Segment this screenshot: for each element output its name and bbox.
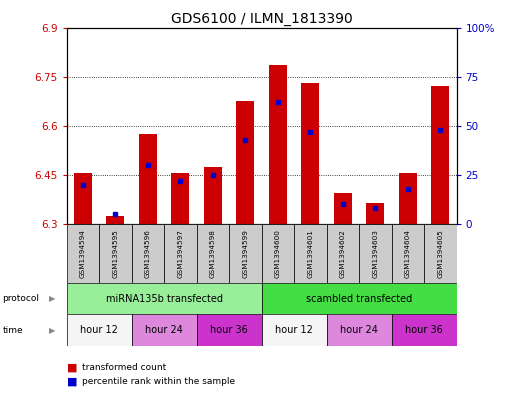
Text: GSM1394605: GSM1394605 [437, 229, 443, 278]
Text: GSM1394599: GSM1394599 [242, 229, 248, 278]
Bar [334, 193, 352, 224]
Text: hour 24: hour 24 [145, 325, 183, 335]
Text: GSM1394603: GSM1394603 [372, 229, 379, 278]
Bar [431, 86, 449, 224]
FancyBboxPatch shape [196, 314, 262, 346]
Text: GSM1394602: GSM1394602 [340, 229, 346, 278]
FancyBboxPatch shape [132, 314, 196, 346]
FancyBboxPatch shape [327, 224, 359, 283]
Text: hour 24: hour 24 [340, 325, 378, 335]
Text: GSM1394601: GSM1394601 [307, 229, 313, 278]
Text: GSM1394600: GSM1394600 [275, 229, 281, 278]
Text: miRNA135b transfected: miRNA135b transfected [106, 294, 223, 304]
FancyBboxPatch shape [67, 283, 262, 314]
Bar [171, 173, 189, 224]
FancyBboxPatch shape [229, 224, 262, 283]
Bar [399, 173, 417, 224]
Text: ▶: ▶ [49, 326, 55, 334]
FancyBboxPatch shape [327, 314, 391, 346]
FancyBboxPatch shape [262, 314, 327, 346]
Text: ■: ■ [67, 376, 77, 386]
Text: GSM1394594: GSM1394594 [80, 229, 86, 278]
Text: hour 36: hour 36 [405, 325, 443, 335]
Bar [139, 134, 157, 224]
Bar [204, 167, 222, 224]
FancyBboxPatch shape [391, 224, 424, 283]
FancyBboxPatch shape [67, 314, 132, 346]
Bar [302, 83, 319, 224]
Text: percentile rank within the sample: percentile rank within the sample [82, 377, 235, 386]
Bar [236, 101, 254, 224]
FancyBboxPatch shape [359, 224, 391, 283]
Text: time: time [3, 326, 23, 334]
FancyBboxPatch shape [294, 224, 327, 283]
Title: GDS6100 / ILMN_1813390: GDS6100 / ILMN_1813390 [171, 13, 352, 26]
FancyBboxPatch shape [262, 283, 457, 314]
FancyBboxPatch shape [164, 224, 196, 283]
FancyBboxPatch shape [424, 224, 457, 283]
FancyBboxPatch shape [391, 314, 457, 346]
Bar [366, 203, 384, 224]
Text: hour 12: hour 12 [275, 325, 313, 335]
Text: hour 12: hour 12 [80, 325, 118, 335]
Text: transformed count: transformed count [82, 363, 166, 372]
Text: protocol: protocol [3, 294, 40, 303]
Text: GSM1394596: GSM1394596 [145, 229, 151, 278]
Bar [269, 65, 287, 224]
Bar [107, 216, 124, 224]
Text: GSM1394597: GSM1394597 [177, 229, 184, 278]
Bar [74, 173, 92, 224]
Text: ▶: ▶ [49, 294, 55, 303]
FancyBboxPatch shape [262, 224, 294, 283]
Text: GSM1394598: GSM1394598 [210, 229, 216, 278]
FancyBboxPatch shape [196, 224, 229, 283]
Text: ■: ■ [67, 362, 77, 373]
FancyBboxPatch shape [132, 224, 164, 283]
Text: hour 36: hour 36 [210, 325, 248, 335]
Text: GSM1394595: GSM1394595 [112, 229, 119, 278]
FancyBboxPatch shape [67, 224, 99, 283]
Text: scambled transfected: scambled transfected [306, 294, 412, 304]
FancyBboxPatch shape [99, 224, 132, 283]
Text: GSM1394604: GSM1394604 [405, 229, 411, 278]
